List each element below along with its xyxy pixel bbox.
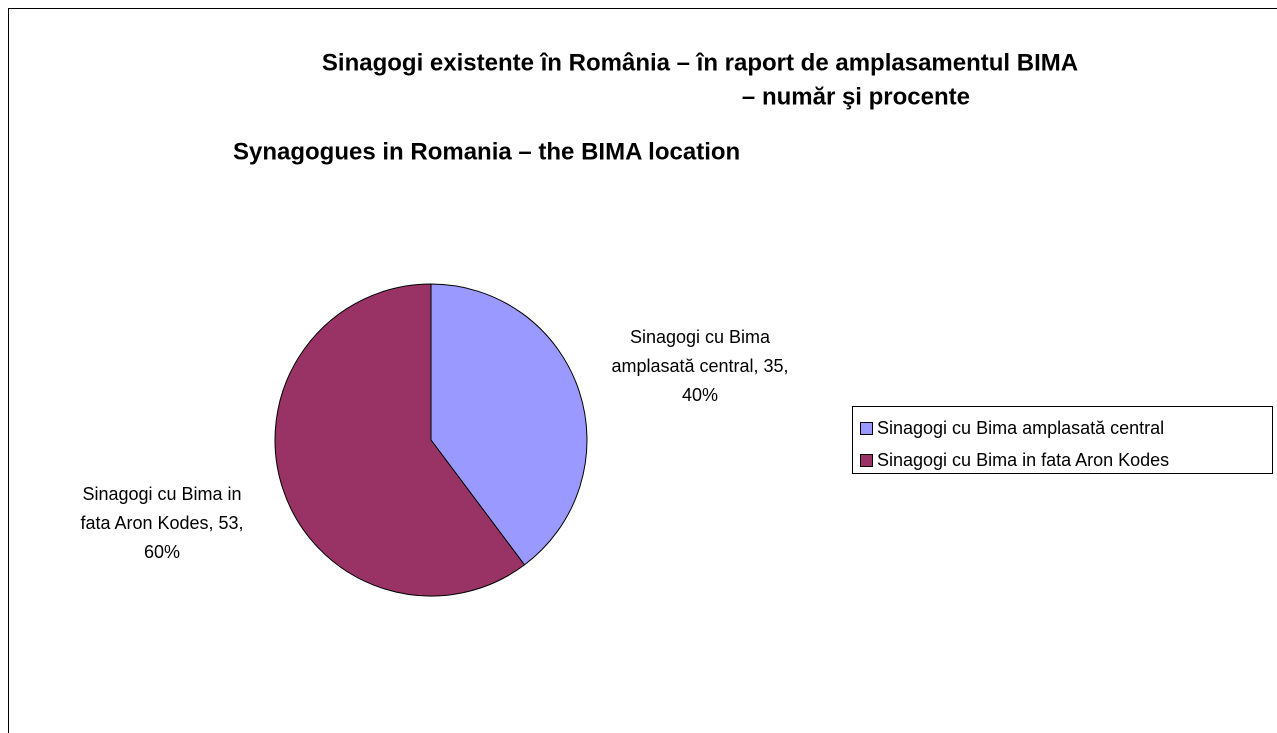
data-label-line: 40% [682, 385, 718, 405]
legend-label: Sinagogi cu Bima in fata Aron Kodes [877, 450, 1169, 470]
legend-label: Sinagogi cu Bima amplasată central [877, 418, 1164, 438]
chart-subtitle: Synagogues in Romania – the BIMA locatio… [233, 138, 740, 165]
legend-box [852, 406, 1273, 474]
data-label: Sinagogi cu Bima in fata Aron Kodes, 53, 6… [80, 484, 243, 562]
chart-title: Sinagogi existente în România – în rapor… [322, 49, 1078, 76]
legend-swatch [860, 422, 873, 435]
data-label-line: Sinagogi cu Bima [630, 327, 771, 347]
data-label-line: Sinagogi cu Bima in [82, 484, 241, 504]
pie-slice [430, 283, 588, 566]
pie-slice [274, 283, 526, 597]
data-label-line: 60% [144, 542, 180, 562]
data-label-line: fata Aron Kodes, 53, [80, 513, 243, 533]
data-label-line: amplasată central, 35, [611, 356, 788, 376]
legend-swatch [860, 454, 873, 467]
data-label: Sinagogi cu Bima amplasată central, 35, 40… [611, 327, 788, 405]
chart-title: – număr şi procente [742, 83, 970, 110]
